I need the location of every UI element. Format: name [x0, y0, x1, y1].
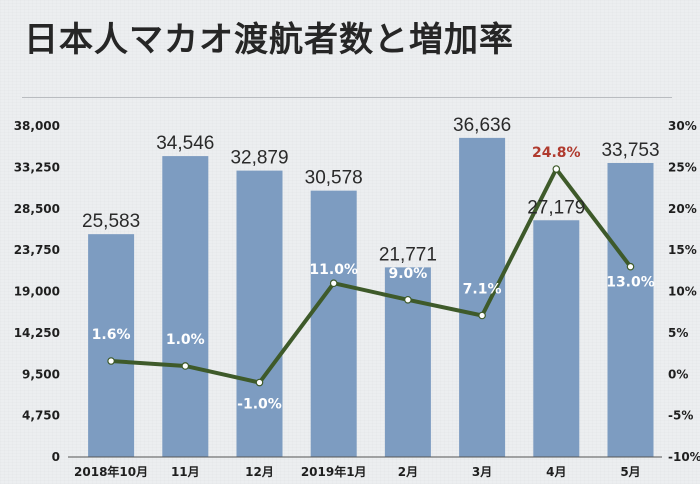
- line-value-label: 7.1%: [463, 281, 502, 297]
- x-category-label: 11月: [171, 465, 200, 479]
- bar: [236, 170, 283, 457]
- x-category-label: 12月: [245, 465, 274, 479]
- bar-value-label: 36,636: [453, 115, 511, 136]
- y-axis-left: 0 4,750 9,500 14,250 19,000 23,750 28,500 33,25…: [14, 119, 60, 464]
- bar: [459, 137, 506, 457]
- y-right-tick-label: 30%: [668, 119, 697, 133]
- bar-value-label: 27,179: [527, 197, 585, 218]
- bar: [607, 162, 654, 458]
- x-category-label: 2018年10月: [74, 464, 148, 479]
- line-point: [552, 165, 561, 173]
- x-category-label: 3月: [472, 465, 492, 479]
- bar: [533, 220, 580, 457]
- line-value-label: 1.0%: [166, 332, 205, 348]
- x-category-label: 2月: [398, 465, 418, 479]
- y-axis-right: -10% -5% 0% 5% 10% 15% 20% 25% 30%: [668, 119, 700, 464]
- bar-value-label: 30,578: [305, 168, 363, 189]
- bar: [310, 190, 357, 457]
- y-left-tick-label: 4,750: [22, 409, 60, 423]
- bar-value-label: 32,879: [230, 148, 288, 169]
- y-left-tick-label: 23,750: [14, 243, 60, 257]
- bar-value-label: 25,583: [82, 211, 140, 232]
- line-point: [107, 357, 115, 365]
- y-left-tick-label: 28,500: [14, 202, 60, 216]
- y-right-tick-label: 20%: [668, 202, 697, 216]
- y-left-tick-label: 38,000: [14, 119, 60, 133]
- x-category-label: 2019年1月: [301, 464, 367, 479]
- bar-series: [88, 137, 654, 458]
- x-category-label: 4月: [546, 465, 566, 479]
- line-value-label: 9.0%: [388, 266, 427, 282]
- line-value-label: 1.6%: [92, 327, 131, 343]
- line-point: [404, 295, 412, 304]
- bar: [88, 234, 135, 457]
- y-left-tick-label: 33,250: [14, 160, 60, 174]
- line-point: [181, 362, 190, 370]
- y-left-tick-label: 14,250: [14, 326, 60, 340]
- line-point: [329, 279, 338, 288]
- bar-value-label: 21,771: [379, 244, 437, 265]
- y-right-tick-label: -5%: [668, 409, 693, 423]
- title-divider: [22, 97, 672, 98]
- line-series: [107, 165, 635, 387]
- x-axis-categories: 2018年10月 11月 12月 2019年1月 2月 3月 4月 5月: [74, 464, 641, 479]
- growth-line: [110, 167, 633, 385]
- chart-title: 日本人マカオ渡航者数と増加率: [24, 20, 514, 60]
- bar: [162, 156, 209, 457]
- bar-value-label: 34,546: [156, 133, 214, 154]
- line-value-labels: 1.6% 1.0% -1.0% 11.0% 9.0% 7.1% 24.8% 13.0%: [92, 145, 655, 412]
- line-value-label: 11.0%: [309, 262, 358, 278]
- y-left-tick-label: 19,000: [14, 285, 60, 299]
- y-right-tick-label: -10%: [668, 450, 700, 464]
- y-left-tick-label: 9,500: [22, 367, 60, 381]
- y-left-tick-label: 0: [52, 450, 60, 464]
- y-right-tick-label: 15%: [668, 243, 697, 257]
- bar-value-label: 33,753: [601, 140, 659, 161]
- y-right-tick-label: 10%: [668, 285, 697, 299]
- y-right-tick-label: 0%: [668, 367, 688, 381]
- line-value-label: 24.8%: [532, 145, 581, 161]
- bar-value-labels: 25,583 34,546 32,879 30,578 21,771 36,636 27,1…: [82, 115, 660, 265]
- line-point: [626, 262, 635, 271]
- line-value-label: 13.0%: [606, 275, 655, 291]
- x-category-label: 5月: [620, 465, 640, 479]
- y-right-tick-label: 25%: [668, 160, 697, 174]
- line-value-label: -1.0%: [237, 397, 282, 413]
- line-point: [255, 378, 264, 387]
- line-point: [478, 311, 486, 320]
- y-right-tick-label: 5%: [668, 326, 688, 340]
